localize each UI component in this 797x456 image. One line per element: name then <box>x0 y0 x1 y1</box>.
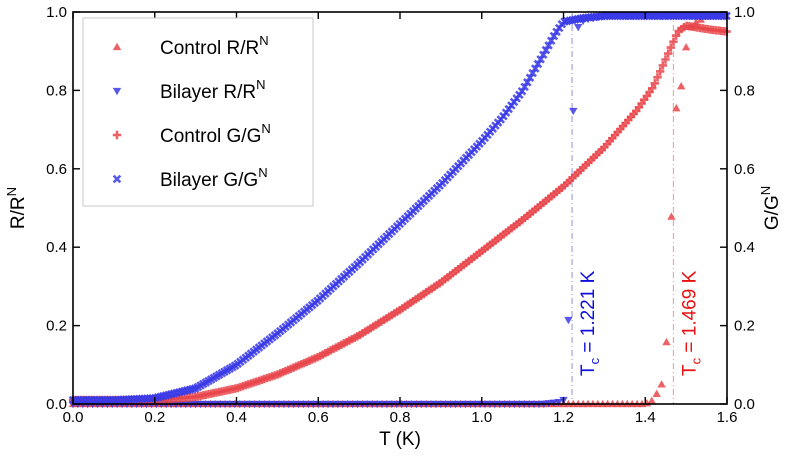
legend-label-sup: N <box>258 165 267 180</box>
data-point <box>667 212 676 220</box>
y-tick-label-left: 0.0 <box>46 396 67 413</box>
legend-marker <box>112 130 122 140</box>
x-tick-label: 0.6 <box>308 409 329 426</box>
data-point <box>681 43 691 51</box>
data-point <box>653 73 662 82</box>
tc-lines <box>571 12 675 404</box>
plot-series <box>68 11 731 409</box>
data-point <box>672 103 681 112</box>
data-point <box>546 36 556 46</box>
y-axis-label-right: G/GN <box>758 186 783 230</box>
x-axis-label: T (K) <box>379 429 421 450</box>
y-axis-label-left-main: R/R <box>8 196 29 229</box>
legend-marker <box>112 42 122 51</box>
data-point <box>662 337 671 346</box>
legend-item: Control G/GN <box>112 121 271 147</box>
legend-label: Bilayer R/RN <box>160 77 265 103</box>
y-tick-label-right: 0.4 <box>734 239 755 256</box>
tc-annotation-t: T <box>679 364 700 376</box>
data-point <box>525 73 535 82</box>
data-point <box>647 396 656 405</box>
x-tick-label: 1.6 <box>717 409 738 426</box>
data-point <box>536 55 545 64</box>
tc-annotation-value: = 1.221 K <box>578 270 599 357</box>
tc-annotation: Tc = 1.221 K <box>578 270 602 376</box>
data-point <box>663 49 673 58</box>
data-point <box>533 59 543 69</box>
legend-item: Bilayer R/RN <box>112 77 265 103</box>
series-3 <box>68 11 731 405</box>
tc-annotation: Tc = 1.469 K <box>679 270 703 376</box>
data-point <box>554 398 563 407</box>
y-tick-label-left: 0.8 <box>46 82 67 99</box>
y-axis-label-right-main: G/G <box>762 195 783 230</box>
data-point <box>647 84 657 93</box>
y-axis-label-left-sup: N <box>4 187 19 196</box>
x-tick-label: 1.4 <box>635 409 656 426</box>
y-tick-label-right: 0.8 <box>734 82 755 99</box>
x-tick-label: 0.8 <box>390 409 411 426</box>
legend-label: Control R/RN <box>160 33 269 59</box>
data-point <box>655 67 665 76</box>
data-point <box>669 37 678 46</box>
y-tick-label-left: 0.2 <box>46 318 67 335</box>
legend-label-main: Bilayer G/G <box>160 170 258 191</box>
legend-box <box>82 17 314 207</box>
legend-label: Bilayer G/GN <box>160 165 268 191</box>
x-tick-label: 0.2 <box>144 409 165 426</box>
x-tick-label: 0.0 <box>63 409 84 426</box>
x-tick-label: 1.0 <box>471 409 492 426</box>
legend-marker <box>112 174 122 184</box>
tc-annotations: Tc = 1.221 KTc = 1.469 K <box>578 270 703 376</box>
y-tick-label-left: 0.6 <box>46 161 67 178</box>
y-axis-label-left: R/RN <box>4 187 29 229</box>
y-tick-label-left: 1.0 <box>46 4 67 21</box>
x-tick-label: 0.4 <box>226 409 247 426</box>
data-point <box>528 68 537 78</box>
legend-label-main: Bilayer R/R <box>160 82 256 103</box>
legend-label-sup: N <box>259 33 268 48</box>
legend-label-main: Control R/R <box>160 38 259 59</box>
legend-label-sup: N <box>256 77 265 92</box>
tc-annotation-value: = 1.469 K <box>679 270 700 357</box>
y-tick-label-right: 0.2 <box>734 318 755 335</box>
data-point <box>520 82 529 92</box>
y-tick-label-right: 1.0 <box>734 4 755 21</box>
tc-annotation-sub: c <box>688 357 703 364</box>
legend-item: Bilayer G/GN <box>112 165 268 191</box>
x-tick-label: 1.2 <box>553 409 574 426</box>
data-point <box>544 41 553 50</box>
data-point <box>538 50 548 60</box>
data-point <box>541 45 551 55</box>
data-point <box>652 389 661 397</box>
data-point <box>569 107 578 116</box>
y-tick-label-right: 0.6 <box>734 161 755 178</box>
legend-label-main: Control G/G <box>160 126 261 147</box>
tc-annotation-t: T <box>578 364 599 376</box>
legend-item: Control R/RN <box>112 33 269 59</box>
data-point <box>661 55 670 64</box>
data-point <box>531 64 540 73</box>
data-point <box>650 79 660 88</box>
y-axis-label-right-sup: N <box>758 186 773 195</box>
y-tick-label-right: 0.0 <box>734 396 755 413</box>
legend-marker <box>112 87 122 96</box>
data-point <box>671 31 681 40</box>
data-point <box>657 380 666 388</box>
y-tick-label-left: 0.4 <box>46 239 67 256</box>
data-point <box>658 61 668 70</box>
data-point <box>523 78 532 87</box>
data-point <box>677 82 686 90</box>
tc-annotation-sub: c <box>587 357 602 364</box>
legend-label: Control G/GN <box>160 121 271 147</box>
legend-label-sup: N <box>261 121 270 136</box>
data-point <box>564 316 573 325</box>
data-point <box>574 24 583 32</box>
data-point <box>666 43 675 52</box>
axis-ticks: 0.0 0.2 0.4 0.6 0.8 1.0 1.2 1.4 1.60.0 0.00.2 0.20… <box>46 4 755 426</box>
